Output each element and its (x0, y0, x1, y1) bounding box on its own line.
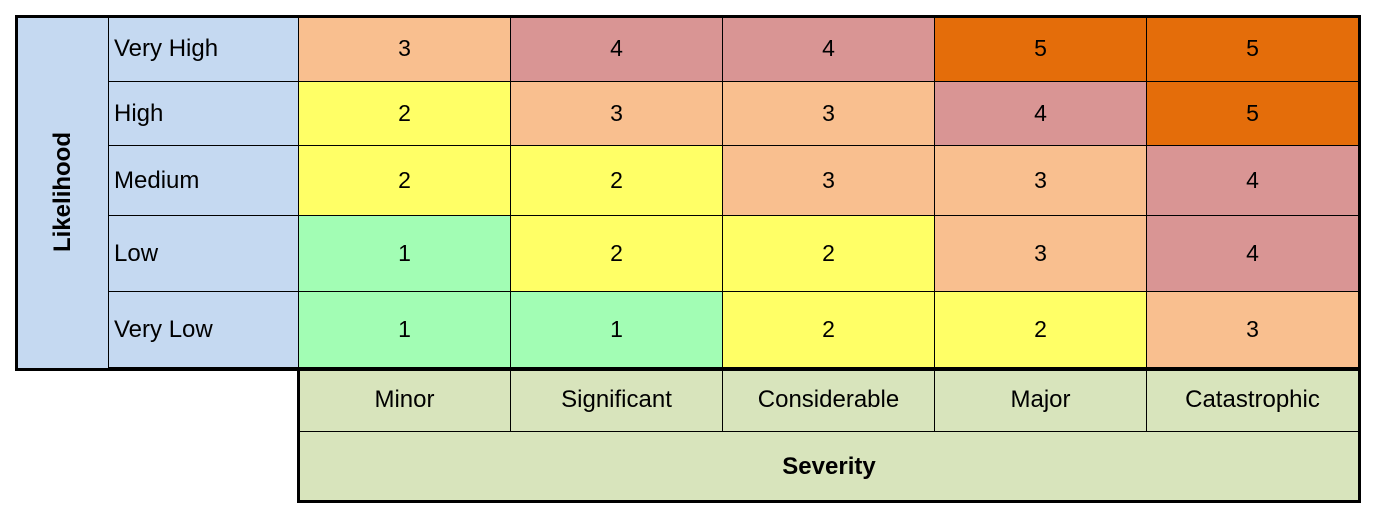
risk-cell: 5 (1147, 16, 1359, 82)
severity-label: Major (935, 368, 1147, 432)
risk-cell: 3 (935, 146, 1147, 216)
severity-label: Catastrophic (1147, 368, 1359, 432)
risk-cell: 5 (1147, 82, 1359, 146)
risk-cell: 2 (511, 216, 723, 292)
risk-cell: 3 (511, 82, 723, 146)
risk-cell: 3 (723, 82, 935, 146)
risk-cell: 4 (723, 16, 935, 82)
severity-label: Minor (299, 368, 511, 432)
risk-cell: 3 (299, 16, 511, 82)
likelihood-axis-title: Likelihood (48, 132, 76, 252)
risk-cell: 4 (511, 16, 723, 82)
likelihood-label: Very High (109, 16, 299, 82)
risk-cell: 5 (935, 16, 1147, 82)
likelihood-label: High (109, 82, 299, 146)
risk-cell: 3 (1147, 292, 1359, 368)
severity-label: Considerable (723, 368, 935, 432)
likelihood-label: Low (109, 216, 299, 292)
risk-cell: 1 (299, 216, 511, 292)
risk-cell: 3 (723, 146, 935, 216)
risk-cell: 4 (1147, 146, 1359, 216)
risk-cell: 2 (299, 82, 511, 146)
severity-axis: Severity (299, 432, 1359, 501)
risk-cell: 2 (723, 216, 935, 292)
risk-cell: 3 (935, 216, 1147, 292)
severity-axis-title: Severity (782, 452, 876, 480)
likelihood-label: Medium (109, 146, 299, 216)
likelihood-axis: Likelihood (17, 16, 109, 368)
risk-cell: 2 (723, 292, 935, 368)
risk-cell: 4 (935, 82, 1147, 146)
risk-cell: 2 (299, 146, 511, 216)
risk-cell: 4 (1147, 216, 1359, 292)
severity-label: Significant (511, 368, 723, 432)
risk-cell: 2 (511, 146, 723, 216)
risk-cell: 1 (299, 292, 511, 368)
risk-cell: 1 (511, 292, 723, 368)
risk-cell: 2 (935, 292, 1147, 368)
likelihood-label: Very Low (109, 292, 299, 368)
